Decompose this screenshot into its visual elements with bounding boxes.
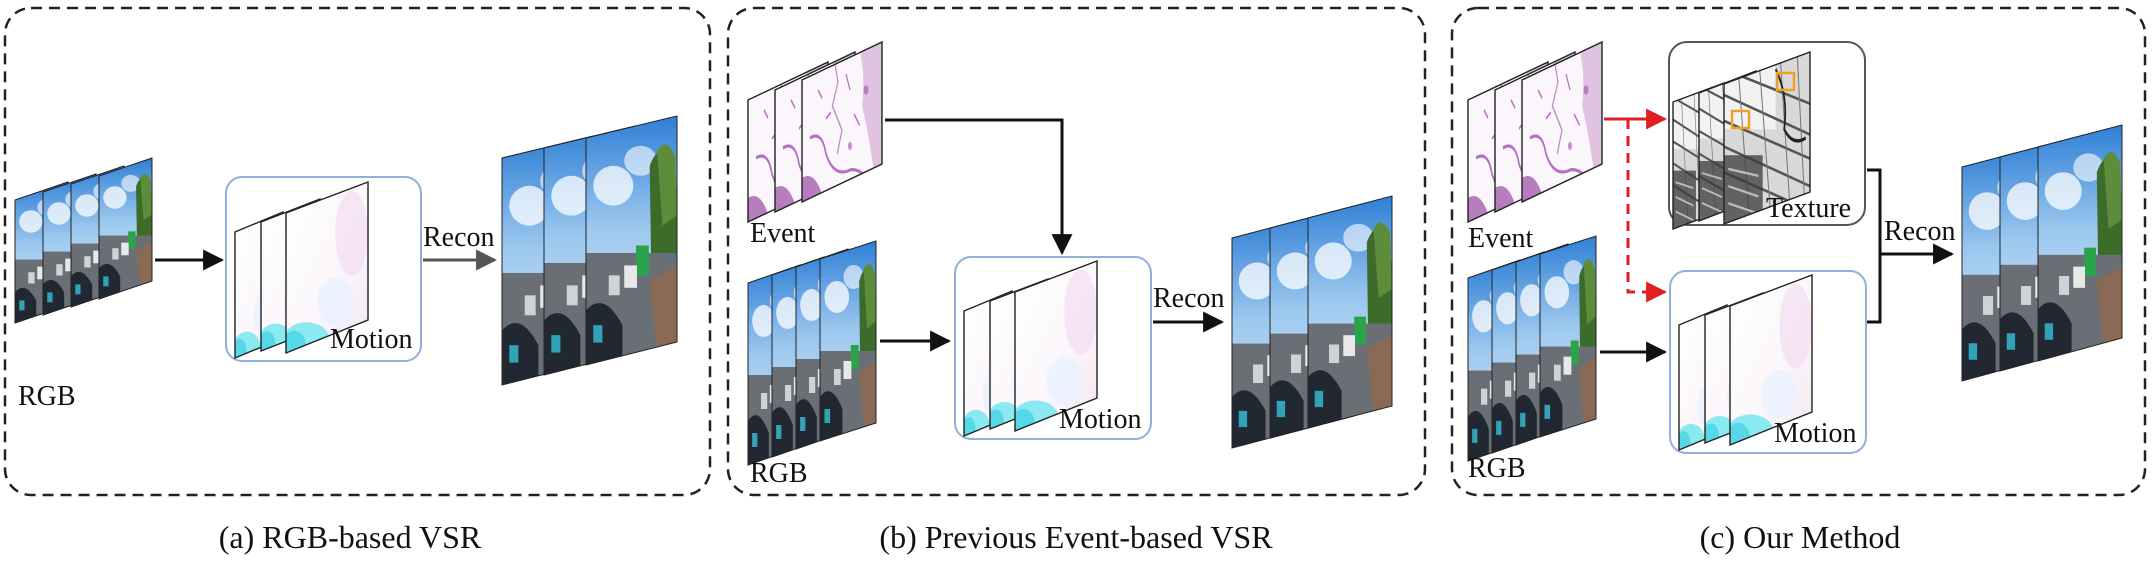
rgb-label: RGB bbox=[750, 458, 808, 489]
merge-bracket bbox=[1867, 168, 1882, 324]
panel-b-caption: (b) Previous Event-based VSR bbox=[879, 519, 1273, 555]
panel-b: Event RGB Motion Recon (b) Previous Even… bbox=[726, 6, 1427, 555]
flow-frame bbox=[285, 180, 369, 355]
flow-frame bbox=[1014, 259, 1098, 433]
motion-frames bbox=[1678, 273, 1813, 452]
output-frame bbox=[585, 115, 678, 366]
highlight-box bbox=[1730, 109, 1751, 130]
texture-label: Texture bbox=[1766, 193, 1851, 224]
rgb-input-stack bbox=[14, 157, 153, 324]
motion-label: Motion bbox=[1059, 404, 1141, 435]
recon-label: Recon bbox=[1153, 283, 1225, 314]
recon-label: Recon bbox=[423, 222, 495, 253]
panel-c-border bbox=[1450, 6, 2147, 497]
flow-frame bbox=[1729, 273, 1813, 447]
panel-a: RGB Motion Recon (a) RGB-based VSR bbox=[3, 6, 712, 555]
texture-frames bbox=[1672, 50, 1811, 231]
recon-label: Recon bbox=[1884, 216, 1956, 247]
event-input-stack bbox=[747, 40, 883, 224]
output-stack bbox=[1231, 195, 1393, 449]
output-stack bbox=[501, 115, 678, 386]
output-frame bbox=[2037, 124, 2123, 362]
arrow-event-to-motion bbox=[885, 118, 1073, 256]
event-frame bbox=[1521, 40, 1603, 204]
motion-label: Motion bbox=[330, 324, 412, 355]
motion-frames bbox=[963, 259, 1098, 438]
rgb-frame bbox=[98, 157, 153, 300]
panel-b-border bbox=[726, 6, 1427, 497]
motion-frames bbox=[234, 180, 369, 360]
rgb-label: RGB bbox=[1468, 453, 1526, 484]
output-frame bbox=[1307, 195, 1393, 429]
output-stack bbox=[1961, 124, 2123, 382]
texture-frame bbox=[1723, 50, 1811, 226]
rgb-label: RGB bbox=[18, 381, 76, 412]
panel-c: Event Texture RGB Motion bbox=[1450, 6, 2147, 555]
arrow-event-to-motion-dashed bbox=[1626, 119, 1668, 303]
panel-c-caption: (c) Our Method bbox=[1700, 519, 1901, 555]
event-label: Event bbox=[750, 218, 816, 249]
rgb-input-stack bbox=[1467, 235, 1597, 462]
event-frame bbox=[801, 40, 883, 204]
event-input-stack bbox=[1467, 40, 1603, 224]
motion-label: Motion bbox=[1774, 418, 1856, 449]
panel-a-caption: (a) RGB-based VSR bbox=[219, 519, 482, 555]
event-label: Event bbox=[1468, 223, 1534, 254]
rgb-frame bbox=[1539, 235, 1597, 438]
rgb-input-stack bbox=[747, 240, 877, 466]
panel-a-border bbox=[3, 6, 712, 497]
highlight-box bbox=[1775, 71, 1796, 92]
rgb-frame bbox=[819, 240, 877, 442]
